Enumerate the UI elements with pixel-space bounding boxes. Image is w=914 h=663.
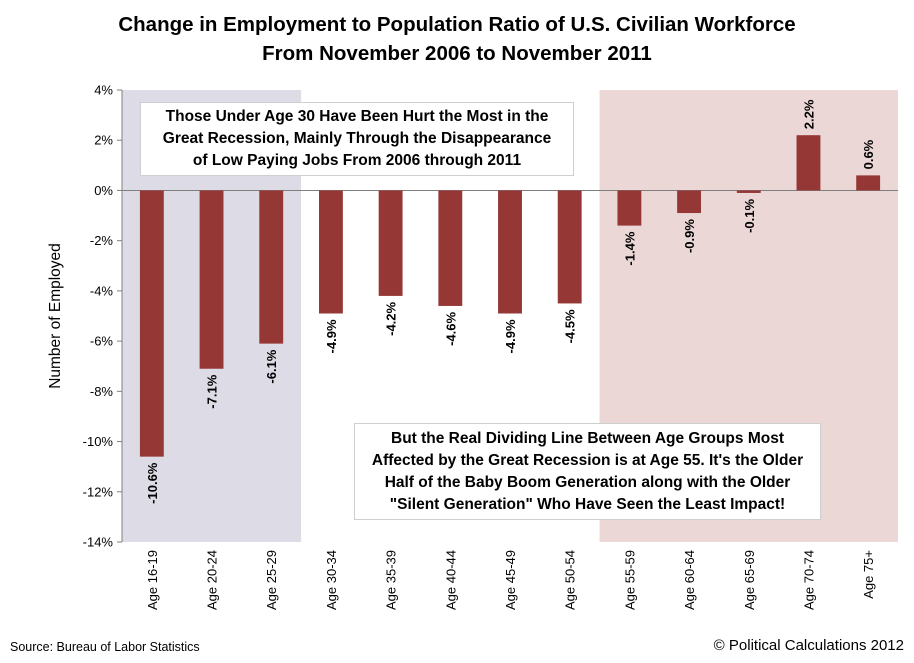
chart-title: Change in Employment to Population Ratio…	[0, 10, 914, 68]
bar-age-30-34	[318, 190, 343, 314]
annotation-age-55-line-1: But the Real Dividing Line Between Age G…	[391, 430, 784, 447]
annotation-age-55-line-3: Half of the Baby Boom Generation along w…	[384, 474, 791, 491]
chart-title-line-1: Change in Employment to Population Ratio…	[118, 13, 796, 36]
source-note: Source: Bureau of Labor Statistics	[10, 640, 200, 654]
annotation-age-55-line-2: Affected by the Great Recession is at Ag…	[371, 452, 804, 469]
copyright-credit: © Political Calculations 2012	[713, 637, 904, 654]
bar-age-50-54	[557, 190, 582, 304]
bar-age-55-59	[617, 190, 642, 226]
bar-age-70-74	[796, 135, 821, 191]
y-tick-label: -4%	[90, 283, 114, 298]
x-category-label: Age 16-19	[145, 550, 160, 610]
bar-age-16-19	[139, 190, 164, 457]
data-label: -0.1%	[742, 199, 757, 233]
bar-age-60-64	[677, 190, 702, 214]
annotation-age-55: But the Real Dividing Line Between Age G…	[354, 423, 821, 520]
data-label: 0.6%	[861, 139, 876, 169]
data-label: -0.9%	[682, 219, 697, 253]
x-category-label: Age 65-69	[742, 550, 757, 610]
bar-age-65-69	[736, 190, 761, 193]
y-tick-label: -14%	[83, 535, 114, 550]
data-label: -6.1%	[264, 349, 279, 383]
x-category-label: Age 35-39	[384, 550, 399, 610]
data-label: -4.6%	[443, 312, 458, 346]
data-label: -4.5%	[563, 309, 578, 343]
y-tick-label: -2%	[90, 233, 114, 248]
x-category-label: Age 75+	[861, 550, 876, 599]
x-category-label: Age 60-64	[682, 550, 697, 610]
bar-age-25-29	[259, 190, 284, 344]
bar-age-75-	[856, 175, 881, 191]
data-label: -4.9%	[503, 319, 518, 353]
annotation-under-30-line-1: Those Under Age 30 Have Been Hurt the Mo…	[165, 108, 549, 125]
annotation-under-30-line-3: of Low Paying Jobs From 2006 through 201…	[192, 152, 522, 169]
y-tick-label: 2%	[94, 133, 113, 148]
x-category-label: Age 30-34	[324, 550, 339, 610]
bar-age-20-24	[199, 190, 224, 369]
annotation-under-30-line-2: Great Recession, Mainly Through the Disa…	[162, 130, 552, 147]
x-category-label: Age 70-74	[801, 550, 816, 610]
y-tick-label: -8%	[90, 384, 114, 399]
data-label: -7.1%	[205, 374, 220, 408]
data-label: -4.9%	[324, 319, 339, 353]
x-category-label: Age 40-44	[443, 550, 458, 610]
x-category-label: Age 25-29	[264, 550, 279, 610]
data-label: -1.4%	[622, 231, 637, 265]
data-label: -4.2%	[384, 301, 399, 335]
chart-title-line-2: From November 2006 to November 2011	[262, 42, 652, 65]
y-axis-label: Number of Employed	[47, 243, 64, 389]
y-tick-label: 4%	[94, 83, 113, 98]
y-tick-label: -10%	[83, 434, 114, 449]
bar-age-35-39	[378, 190, 403, 296]
annotation-under-30: Those Under Age 30 Have Been Hurt the Mo…	[140, 102, 574, 176]
y-tick-label: -12%	[83, 484, 114, 499]
bar-age-40-44	[438, 190, 463, 306]
annotation-age-55-line-4: "Silent Generation" Who Have Seen the Le…	[389, 496, 786, 513]
bar-age-45-49	[498, 190, 522, 314]
x-category-label: Age 45-49	[503, 550, 518, 610]
y-tick-label: -6%	[90, 334, 114, 349]
x-category-label: Age 50-54	[563, 550, 578, 610]
x-category-label: Age 20-24	[205, 550, 220, 610]
x-category-label: Age 55-59	[622, 550, 637, 610]
data-label: -10.6%	[145, 462, 160, 504]
data-label: 2.2%	[801, 99, 816, 129]
y-tick-label: 0%	[94, 183, 113, 198]
